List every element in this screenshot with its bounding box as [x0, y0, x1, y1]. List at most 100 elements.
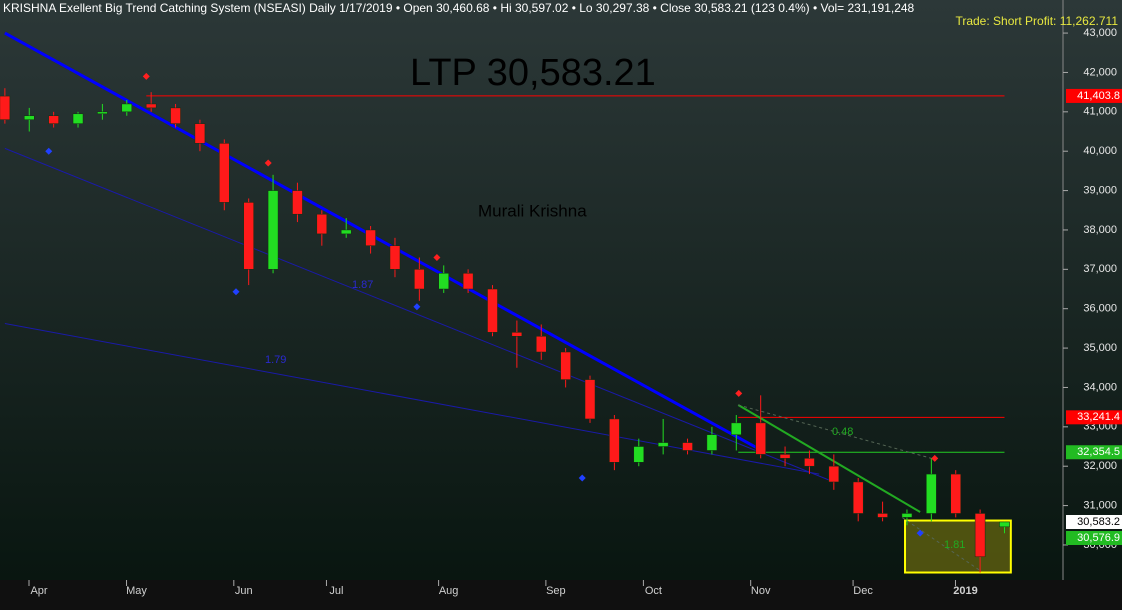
trend-line — [901, 516, 981, 571]
sell-signal — [433, 254, 441, 262]
price-label-box — [1066, 514, 1122, 529]
candle-body — [438, 273, 449, 290]
trend-line — [737, 404, 921, 513]
plot — [0, 31, 1012, 574]
price-label-box — [1066, 88, 1122, 103]
sell-signal — [142, 72, 150, 80]
candle-body — [609, 418, 620, 463]
price-label-box — [1066, 530, 1122, 545]
x-tick-label: Jun — [235, 585, 253, 597]
price-label-box — [1066, 410, 1122, 425]
highlight-box — [904, 519, 1012, 574]
candle-body — [340, 229, 352, 235]
y-tick-label: 41,000 — [1083, 106, 1117, 118]
x-tick-label: May — [126, 585, 147, 597]
candle-body — [755, 422, 766, 455]
price-label: 33,241.4 — [1077, 411, 1120, 423]
x-tick-label: Sep — [546, 585, 566, 597]
candle-body — [365, 229, 376, 246]
candle-body — [731, 422, 742, 435]
trend-line — [4, 31, 762, 452]
buy-signal — [232, 288, 240, 296]
candle-body — [0, 95, 11, 120]
candle-body — [779, 454, 791, 459]
sell-signal — [931, 454, 939, 462]
candle-body — [804, 458, 815, 467]
buy-signal — [916, 529, 924, 537]
candle-body — [243, 202, 254, 270]
candle-body — [877, 513, 888, 518]
y-tick-label: 34,000 — [1083, 381, 1117, 393]
buy-signal — [45, 147, 53, 155]
candle-body — [292, 190, 303, 215]
y-tick-label: 35,000 — [1083, 342, 1117, 354]
y-tick-label: 43,000 — [1083, 27, 1117, 39]
buy-signal — [413, 303, 421, 311]
price-label: 30,583.2 — [1077, 516, 1120, 528]
candle-body — [999, 521, 1010, 528]
candle-body — [48, 115, 59, 124]
line-label: 1.81 — [944, 539, 965, 551]
candle-body — [682, 442, 693, 451]
y-tick-label: 32,000 — [1083, 460, 1117, 472]
trade-label: Trade: Short Profit: 11,262.711 — [955, 14, 1118, 28]
candle-body — [950, 473, 961, 514]
candle-body — [414, 269, 425, 290]
author-label: Murali Krishna — [478, 201, 587, 220]
candle-body — [389, 245, 401, 270]
y-tick-label: 38,000 — [1083, 224, 1117, 236]
candle-body — [657, 442, 669, 447]
x-tick-label: Oct — [645, 585, 662, 597]
candle-body — [97, 111, 108, 115]
candle-body — [974, 513, 986, 558]
candle-body — [560, 351, 571, 380]
chart-title: KRISHNA Exellent Big Trend Catching Syst… — [3, 1, 915, 15]
candle-body — [828, 465, 840, 483]
candle-body — [121, 103, 133, 113]
x-tick-label: Dec — [853, 585, 873, 597]
candle-body — [145, 103, 157, 109]
price-label: 41,403.8 — [1077, 90, 1120, 102]
candle-body — [194, 123, 206, 144]
x-tick-label: 2019 — [953, 585, 977, 597]
x-tick-label: Jul — [329, 585, 343, 597]
sell-signal — [735, 389, 743, 397]
candle-body — [24, 115, 35, 120]
y-tick-label: 31,000 — [1083, 499, 1117, 511]
y-tick-label: 36,000 — [1083, 303, 1117, 315]
buy-signal — [578, 474, 586, 482]
candle-body — [901, 513, 913, 518]
candle-body — [926, 473, 937, 514]
price-label: 30,576.9 — [1077, 532, 1120, 544]
price-label-box — [1066, 445, 1122, 460]
x-tick-label: Apr — [30, 585, 47, 597]
candle-body — [170, 107, 181, 124]
candle-body — [219, 143, 230, 203]
candle-body — [316, 213, 328, 235]
candle-body — [633, 446, 645, 463]
ltp-label: LTP 30,583.21 — [410, 52, 656, 94]
trend-line — [4, 147, 830, 481]
y-tick-label: 37,000 — [1083, 263, 1117, 275]
candle-body — [267, 190, 279, 270]
x-tick-label: Nov — [751, 585, 771, 597]
candle-body — [706, 434, 718, 451]
line-label: 1.87 — [352, 279, 373, 291]
y-tick-label: 40,000 — [1083, 145, 1117, 157]
x-tick-label: Aug — [439, 585, 459, 597]
sell-signal — [264, 159, 272, 167]
candle-body — [584, 379, 596, 420]
line-label: 1.79 — [265, 354, 286, 366]
candle-body — [487, 288, 498, 333]
candle-body — [72, 113, 84, 124]
candle-body — [852, 481, 864, 514]
x-axis-band — [0, 580, 1122, 610]
y-tick-label: 42,000 — [1083, 66, 1117, 78]
candle-body — [462, 273, 474, 290]
price-label: 32,354.5 — [1077, 446, 1120, 458]
candle-body — [536, 336, 547, 353]
candle-body — [511, 332, 523, 337]
y-tick-label: 39,000 — [1083, 184, 1117, 196]
